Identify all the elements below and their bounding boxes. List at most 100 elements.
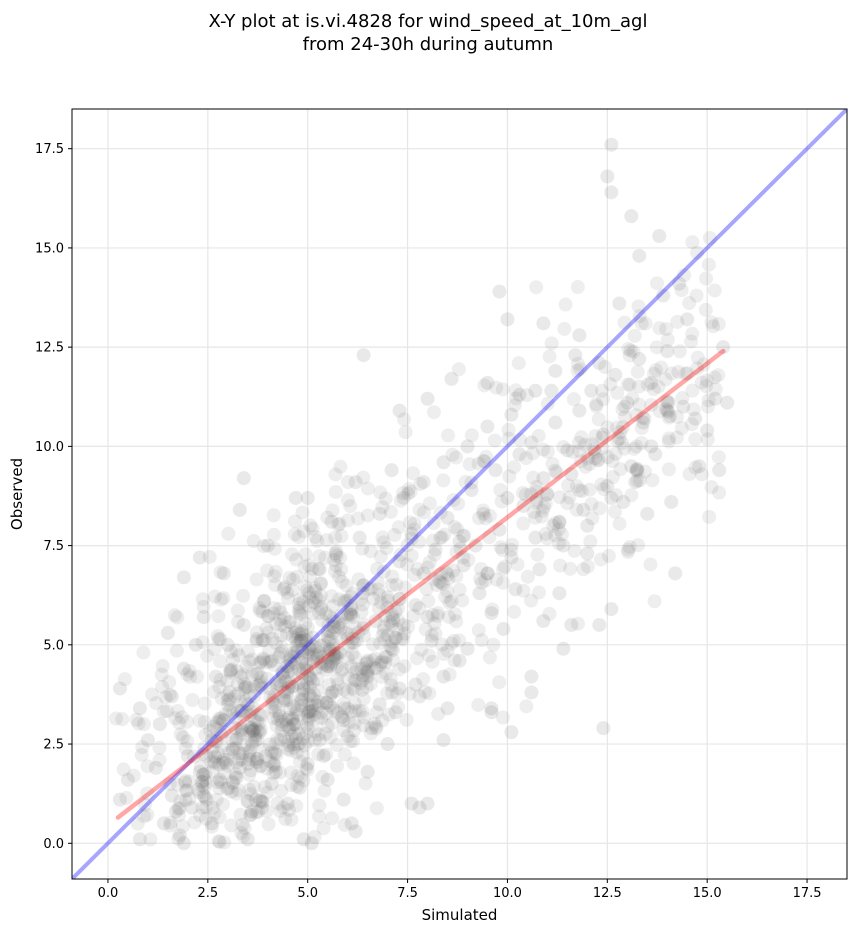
data-point: [175, 819, 190, 834]
data-point: [296, 773, 311, 788]
data-point: [352, 703, 367, 718]
data-point: [375, 530, 390, 545]
data-point: [584, 497, 599, 512]
data-point: [600, 420, 615, 435]
data-point: [289, 703, 304, 718]
data-point: [282, 675, 297, 690]
data-point: [302, 680, 317, 695]
data-point: [431, 706, 446, 721]
data-point: [172, 801, 187, 816]
data-point: [305, 521, 320, 536]
data-point: [383, 639, 398, 654]
data-point: [343, 607, 358, 622]
data-point: [209, 715, 224, 730]
data-point: [286, 737, 301, 752]
data-point: [494, 494, 509, 509]
data-point: [360, 764, 375, 779]
data-point: [311, 747, 326, 762]
data-point: [255, 633, 270, 648]
data-point: [245, 736, 260, 751]
data-point: [365, 637, 380, 652]
data-point: [287, 645, 302, 660]
data-point: [659, 321, 674, 336]
data-point: [436, 669, 451, 684]
data-point: [346, 631, 361, 646]
data-point: [694, 467, 709, 482]
data-point: [344, 635, 359, 650]
data-point: [574, 430, 589, 445]
data-point: [325, 685, 340, 700]
data-point: [273, 678, 288, 693]
data-point: [310, 651, 325, 666]
data-point: [176, 661, 191, 676]
data-point: [519, 699, 534, 714]
data-point: [418, 622, 433, 637]
data-point: [178, 793, 193, 808]
data-point: [509, 391, 524, 406]
data-point: [278, 812, 293, 827]
data-point: [328, 558, 343, 573]
data-point: [242, 707, 257, 722]
data-point: [290, 737, 305, 752]
data-point: [472, 586, 487, 601]
data-point: [282, 615, 297, 630]
data-point: [323, 632, 338, 647]
data-point: [644, 375, 659, 390]
data-point: [285, 629, 300, 644]
data-point: [398, 425, 413, 440]
data-point: [222, 745, 237, 760]
data-point: [244, 704, 259, 719]
data-point: [120, 772, 135, 787]
data-point: [333, 621, 348, 636]
data-point: [339, 626, 354, 641]
data-point: [355, 578, 370, 593]
data-point: [595, 383, 610, 398]
data-point: [356, 348, 371, 363]
data-point: [269, 676, 284, 691]
data-point: [197, 773, 212, 788]
data-point: [289, 552, 304, 567]
data-point: [428, 626, 443, 641]
data-point: [196, 767, 211, 782]
data-point: [449, 450, 464, 465]
data-point: [504, 550, 519, 565]
data-point: [445, 447, 460, 462]
data-point: [343, 607, 358, 622]
data-point: [591, 452, 606, 467]
data-point: [346, 734, 361, 749]
data-point: [244, 721, 259, 736]
data-point: [360, 666, 375, 681]
data-point: [391, 613, 406, 628]
data-point: [675, 391, 690, 406]
data-point: [325, 716, 340, 731]
data-point: [664, 366, 679, 381]
data-point: [524, 487, 539, 502]
data-point: [176, 836, 191, 851]
data-point: [233, 727, 248, 742]
data-point: [314, 602, 329, 617]
data-point: [637, 411, 652, 426]
data-point: [292, 627, 307, 642]
data-point: [542, 606, 557, 621]
data-point: [391, 700, 406, 715]
data-point: [296, 524, 311, 539]
data-point: [373, 657, 388, 672]
data-point: [390, 622, 405, 637]
data-point: [280, 685, 295, 700]
data-point: [232, 760, 247, 775]
data-point: [303, 672, 318, 687]
data-point: [163, 818, 178, 833]
data-point: [420, 610, 435, 625]
y-tick-label: 15.0: [35, 241, 64, 256]
data-point: [302, 704, 317, 719]
data-point: [386, 613, 401, 628]
data-point: [182, 774, 197, 789]
x-tick-label: 0.0: [98, 886, 119, 901]
data-point: [314, 599, 329, 614]
data-point: [293, 633, 308, 648]
x-axis-label: Simulated: [422, 906, 498, 924]
data-point: [170, 704, 185, 719]
data-point: [456, 528, 471, 543]
data-point: [519, 451, 534, 466]
data-point: [325, 625, 340, 640]
